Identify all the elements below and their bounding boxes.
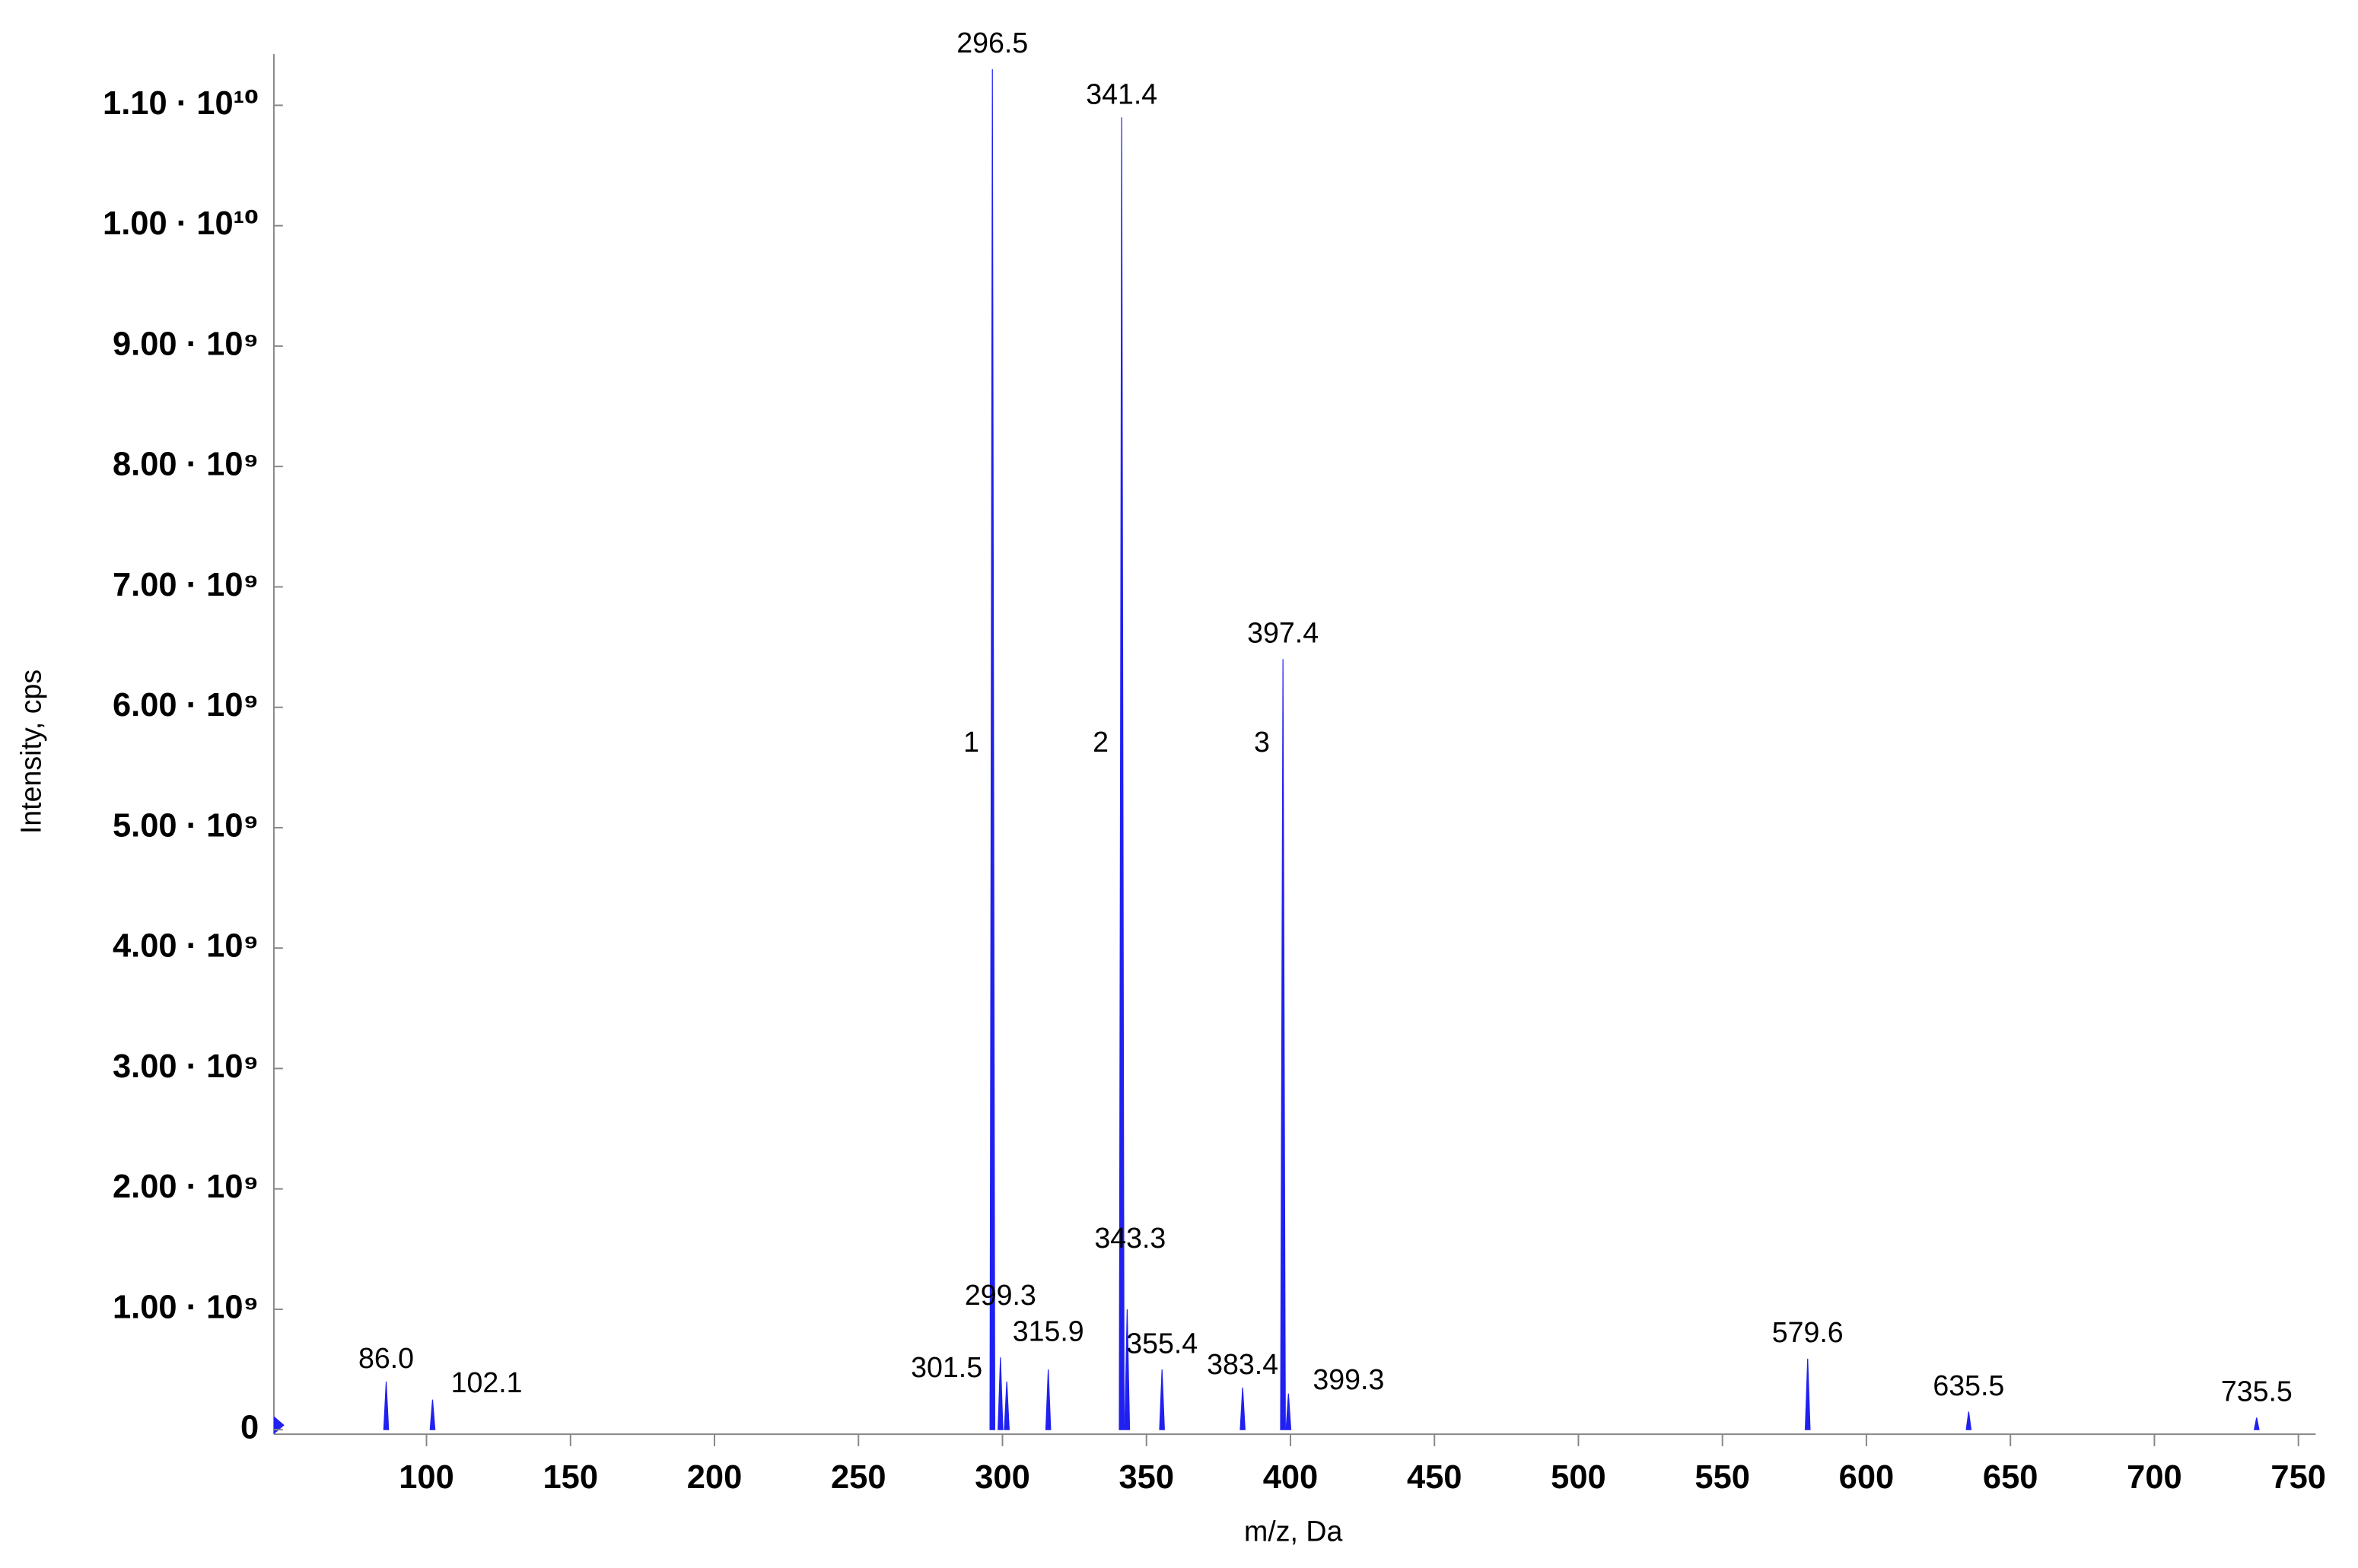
peak <box>383 1381 390 1430</box>
peak-label: 343.3 <box>1094 1222 1166 1254</box>
y-tick-label: 0 <box>240 1410 259 1446</box>
peak-label: 315.9 <box>1013 1315 1084 1347</box>
peak-label: 735.5 <box>2221 1376 2293 1407</box>
x-tick-label: 700 <box>2127 1459 2182 1496</box>
peak <box>1045 1369 1052 1430</box>
y-tick-label: 1.10 · 10¹⁰ <box>103 85 259 122</box>
x-tick-label: 650 <box>1983 1459 2038 1496</box>
x-tick-label: 400 <box>1263 1459 1319 1496</box>
peak <box>1159 1369 1165 1430</box>
peak-label: 579.6 <box>1772 1316 1844 1348</box>
peak-label: 635.5 <box>1933 1369 2004 1401</box>
peak-label: 102.1 <box>451 1366 523 1398</box>
y-tick-label: 9.00 · 10⁹ <box>113 326 259 362</box>
y-axis-title: Intensity, cps <box>15 670 47 834</box>
x-tick-label: 600 <box>1839 1459 1895 1496</box>
y-tick-label: 3.00 · 10⁹ <box>113 1048 259 1085</box>
x-axis-title: m/z, Da <box>1244 1515 1342 1547</box>
x-tick-label: 300 <box>975 1459 1030 1496</box>
y-tick-label: 1.00 · 10¹⁰ <box>103 205 259 242</box>
peak <box>1285 1393 1292 1430</box>
peak <box>1119 117 1125 1430</box>
x-tick-label: 200 <box>687 1459 743 1496</box>
x-tick-label: 100 <box>399 1459 454 1496</box>
peak-label: 383.4 <box>1207 1348 1278 1380</box>
y-tick-label: 8.00 · 10⁹ <box>113 447 259 483</box>
peak <box>1280 659 1286 1430</box>
y-tick-label: 4.00 · 10⁹ <box>113 928 259 965</box>
x-tick-label: 150 <box>543 1459 599 1496</box>
peak <box>1965 1411 1972 1430</box>
peak-label: 296.5 <box>956 27 1028 59</box>
x-tick-label: 350 <box>1119 1459 1174 1496</box>
peak-label: 299.3 <box>965 1279 1036 1311</box>
peak-number: 2 <box>1093 726 1109 758</box>
peak <box>1804 1358 1811 1430</box>
peak-label: 397.4 <box>1247 617 1319 649</box>
peak-number: 3 <box>1254 726 1270 758</box>
peak-label: 399.3 <box>1313 1363 1384 1395</box>
peak <box>998 1357 1004 1430</box>
peak-label: 355.4 <box>1126 1327 1198 1359</box>
x-tick-label: 450 <box>1407 1459 1462 1496</box>
peak <box>1124 1309 1131 1430</box>
y-tick-label: 7.00 · 10⁹ <box>113 567 259 603</box>
peak <box>1239 1387 1246 1430</box>
peak <box>1004 1381 1010 1430</box>
x-tick-label: 500 <box>1551 1459 1606 1496</box>
y-tick-label: 5.00 · 10⁹ <box>113 807 259 844</box>
x-tick-label: 250 <box>831 1459 886 1496</box>
y-tick-label: 2.00 · 10⁹ <box>113 1169 259 1205</box>
peak <box>2253 1417 2260 1430</box>
x-tick-label: 750 <box>2270 1459 2326 1496</box>
peak-number: 1 <box>963 726 979 758</box>
peak <box>429 1399 436 1430</box>
peak-label: 341.4 <box>1086 78 1157 110</box>
peak-label: 301.5 <box>911 1351 982 1383</box>
y-tick-label: 1.00 · 10⁹ <box>113 1289 259 1325</box>
y-tick-label: 6.00 · 10⁹ <box>113 687 259 724</box>
peak <box>989 68 996 1430</box>
peak-label: 86.0 <box>358 1342 414 1374</box>
x-tick-label: 550 <box>1695 1459 1750 1496</box>
